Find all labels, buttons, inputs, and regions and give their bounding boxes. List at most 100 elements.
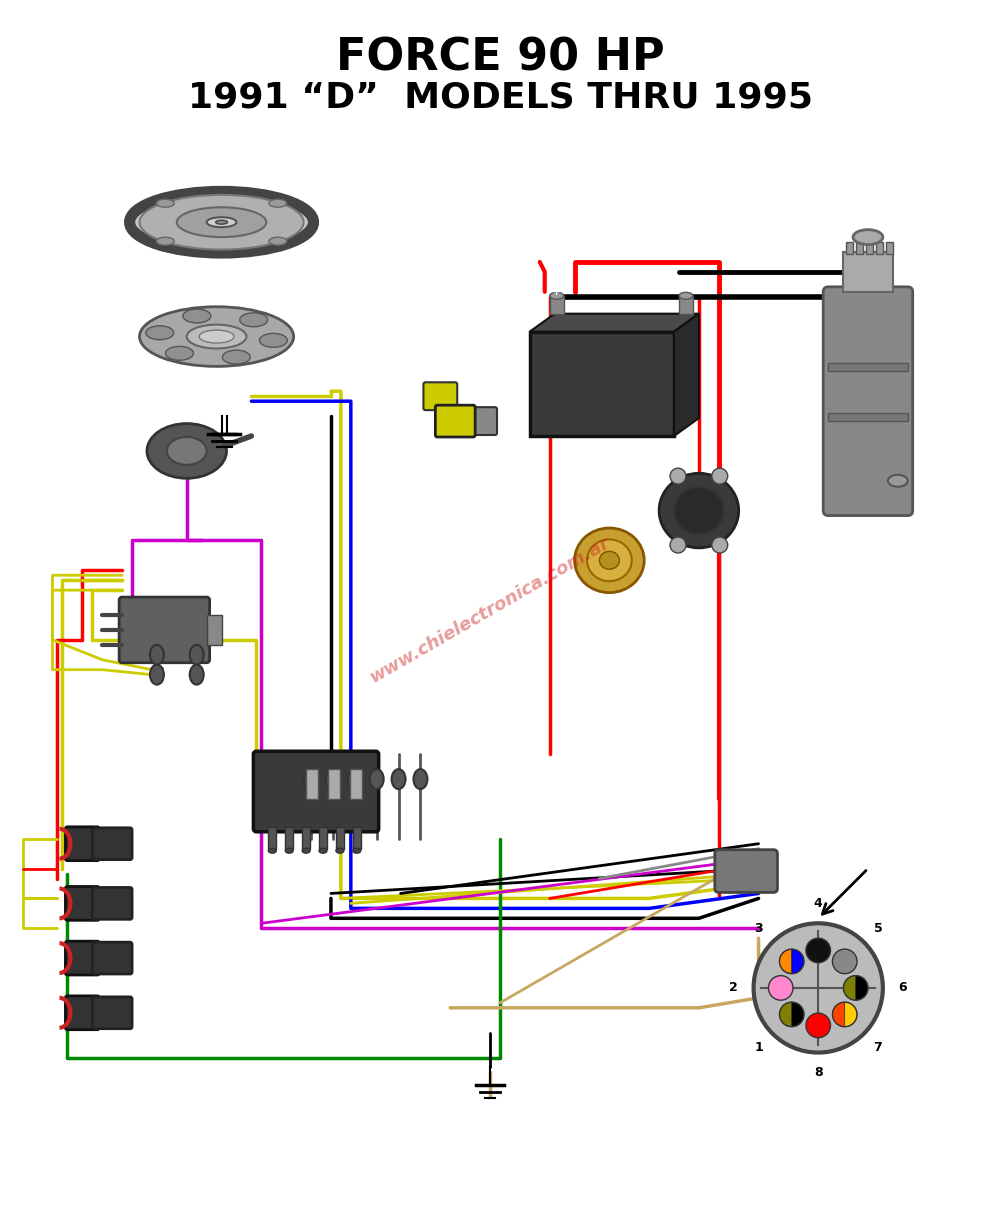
Ellipse shape — [177, 207, 266, 238]
Ellipse shape — [183, 309, 211, 323]
Bar — [530, 331, 674, 436]
FancyBboxPatch shape — [253, 751, 379, 832]
Wedge shape — [856, 976, 868, 1001]
Bar — [846, 243, 853, 254]
FancyBboxPatch shape — [92, 942, 132, 974]
FancyBboxPatch shape — [463, 407, 497, 435]
Ellipse shape — [674, 487, 724, 534]
Circle shape — [754, 923, 883, 1053]
Ellipse shape — [853, 230, 883, 245]
Ellipse shape — [269, 238, 287, 245]
Bar — [876, 243, 883, 254]
Polygon shape — [674, 314, 699, 436]
Ellipse shape — [285, 848, 293, 853]
Circle shape — [768, 976, 793, 1001]
Bar — [550, 295, 564, 314]
Wedge shape — [832, 1002, 845, 1027]
FancyBboxPatch shape — [65, 827, 99, 860]
Ellipse shape — [190, 645, 204, 665]
Bar — [843, 252, 893, 292]
Ellipse shape — [127, 190, 316, 255]
Ellipse shape — [269, 199, 287, 207]
Bar — [353, 827, 361, 848]
Ellipse shape — [156, 238, 174, 245]
Ellipse shape — [147, 423, 227, 479]
Ellipse shape — [140, 307, 294, 367]
Bar — [856, 243, 863, 254]
Ellipse shape — [353, 848, 361, 853]
Ellipse shape — [575, 528, 644, 592]
Ellipse shape — [413, 769, 427, 789]
Ellipse shape — [259, 334, 287, 347]
FancyBboxPatch shape — [423, 383, 457, 410]
Ellipse shape — [140, 194, 304, 250]
Ellipse shape — [190, 665, 204, 684]
Bar — [319, 827, 327, 848]
FancyBboxPatch shape — [65, 996, 99, 1029]
Bar — [350, 769, 362, 799]
FancyBboxPatch shape — [435, 405, 475, 437]
Text: 6: 6 — [898, 981, 907, 995]
Ellipse shape — [199, 330, 234, 343]
Ellipse shape — [550, 292, 564, 299]
Ellipse shape — [319, 848, 327, 853]
Bar — [828, 363, 908, 372]
Ellipse shape — [326, 769, 340, 789]
Circle shape — [832, 949, 857, 974]
Wedge shape — [792, 1002, 804, 1027]
Bar — [336, 827, 344, 848]
Bar — [679, 295, 693, 314]
Bar — [268, 827, 276, 848]
Wedge shape — [792, 949, 804, 974]
Wedge shape — [779, 1002, 792, 1027]
FancyBboxPatch shape — [92, 827, 132, 859]
Ellipse shape — [146, 326, 174, 340]
Ellipse shape — [888, 475, 908, 486]
Text: 7: 7 — [874, 1041, 882, 1054]
Ellipse shape — [222, 350, 250, 364]
Bar — [306, 769, 318, 799]
Wedge shape — [843, 976, 856, 1001]
Ellipse shape — [166, 346, 193, 361]
Ellipse shape — [150, 645, 164, 665]
Ellipse shape — [392, 769, 406, 789]
Ellipse shape — [370, 769, 384, 789]
Bar — [328, 769, 340, 799]
Ellipse shape — [302, 848, 310, 853]
Circle shape — [670, 537, 686, 553]
Ellipse shape — [150, 665, 164, 684]
Bar — [207, 616, 222, 645]
Ellipse shape — [216, 220, 228, 224]
Text: www.chielectronica.com.ar: www.chielectronica.com.ar — [367, 533, 613, 687]
Ellipse shape — [348, 769, 362, 789]
Text: 2: 2 — [729, 981, 738, 995]
Text: FORCE 90 HP: FORCE 90 HP — [336, 37, 664, 80]
Text: 8: 8 — [814, 1066, 823, 1078]
Bar — [302, 827, 310, 848]
Ellipse shape — [268, 848, 276, 853]
Ellipse shape — [599, 551, 619, 569]
FancyBboxPatch shape — [92, 997, 132, 1029]
Ellipse shape — [207, 217, 236, 228]
FancyBboxPatch shape — [823, 287, 913, 516]
Wedge shape — [845, 1002, 857, 1027]
Ellipse shape — [336, 848, 344, 853]
Circle shape — [806, 1013, 831, 1038]
Ellipse shape — [187, 325, 246, 348]
FancyBboxPatch shape — [65, 942, 99, 975]
FancyBboxPatch shape — [119, 597, 210, 662]
Ellipse shape — [659, 473, 739, 548]
Ellipse shape — [167, 437, 207, 465]
Bar — [886, 243, 893, 254]
Circle shape — [670, 468, 686, 484]
Wedge shape — [779, 949, 792, 974]
Text: 3: 3 — [754, 922, 763, 934]
Ellipse shape — [156, 199, 174, 207]
Text: 5: 5 — [874, 922, 882, 934]
Polygon shape — [530, 314, 699, 331]
Text: 4: 4 — [814, 897, 823, 910]
FancyBboxPatch shape — [715, 849, 777, 892]
Text: +: + — [552, 287, 561, 297]
Bar — [828, 414, 908, 421]
Circle shape — [712, 537, 728, 553]
